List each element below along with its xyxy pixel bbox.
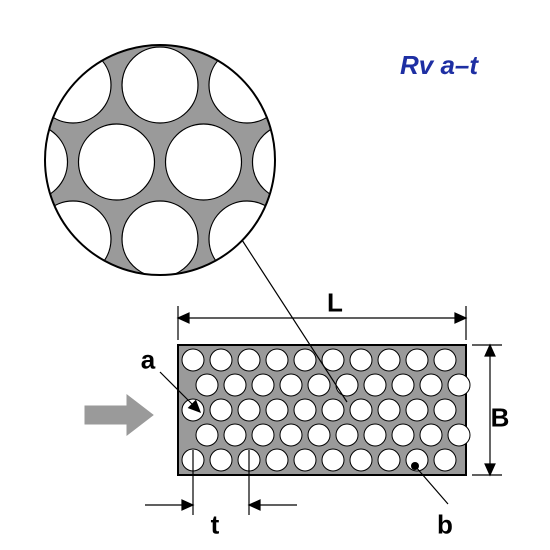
diagram-title: Rv a–t [400, 50, 478, 81]
dimension-l-label: L [327, 288, 343, 319]
diagram-stage: Rv a–t L B t a b [0, 0, 550, 550]
direction-arrow [85, 395, 153, 435]
perforated-plate [178, 345, 470, 475]
dimension-b-label: B [491, 403, 510, 434]
detail-zoom [0, 0, 416, 354]
dimension-t-label: t [211, 510, 220, 541]
dimension-b-hole-label: b [437, 510, 453, 541]
dimension-a-label: a [141, 345, 155, 376]
diagram-svg [0, 0, 550, 550]
